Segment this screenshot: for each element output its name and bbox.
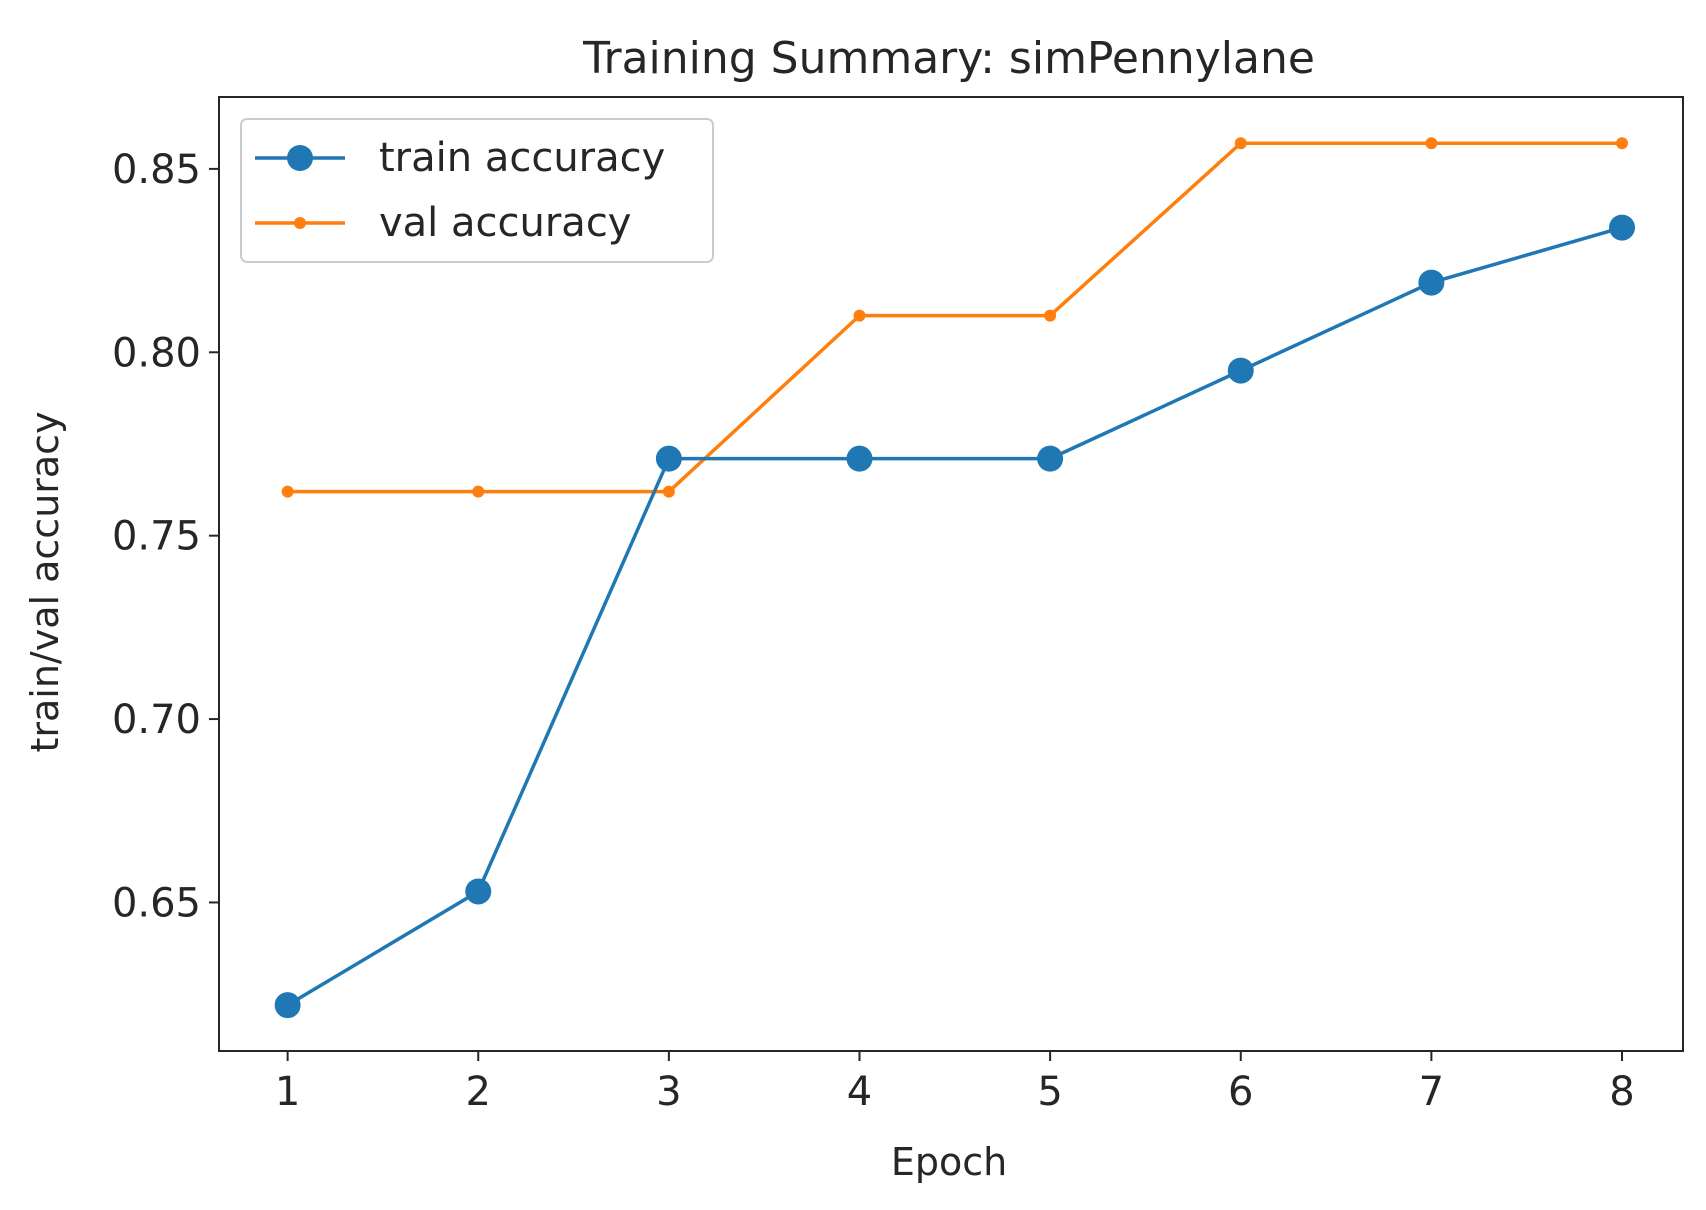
x-tick-label: 6 <box>1228 1069 1253 1115</box>
y-axis-label: train/val accuracy <box>23 411 67 752</box>
legend-marker-val-accuracy <box>294 217 306 229</box>
y-axis: 0.65 0.70 0.75 0.80 0.85 <box>112 147 219 926</box>
x-tick-label: 3 <box>656 1069 681 1115</box>
series-layer <box>274 137 1635 1019</box>
x-axis: 1 2 3 4 5 6 7 8 <box>275 1051 1635 1115</box>
x-tick-label: 8 <box>1609 1069 1634 1115</box>
legend-label-train-accuracy: train accuracy <box>379 135 665 181</box>
data-point-val-accuracy <box>1616 137 1628 150</box>
series-line-val-accuracy <box>285 141 1624 494</box>
data-point-train-accuracy <box>1609 214 1635 241</box>
y-tick-label: 0.75 <box>112 514 201 560</box>
legend-marker-train-accuracy <box>287 145 313 171</box>
data-point-train-accuracy <box>846 445 873 472</box>
legend-box <box>240 118 714 263</box>
x-axis-label: Epoch <box>891 1140 1007 1184</box>
plot-area-frame <box>218 96 1684 1052</box>
data-point-val-accuracy <box>1234 137 1247 150</box>
y-tick-label: 0.70 <box>112 697 201 743</box>
data-point-val-accuracy <box>472 485 485 498</box>
data-point-val-accuracy <box>853 309 866 322</box>
x-tick-label: 2 <box>466 1069 491 1115</box>
y-tick-label: 0.85 <box>112 147 201 193</box>
x-tick-label: 7 <box>1419 1069 1444 1115</box>
x-tick-label: 5 <box>1037 1069 1062 1115</box>
data-point-val-accuracy <box>1044 309 1057 322</box>
x-tick-label: 4 <box>847 1069 872 1115</box>
data-point-train-accuracy <box>1037 445 1064 472</box>
chart-title: Training Summary: simPennylane <box>582 33 1315 84</box>
data-point-train-accuracy <box>274 992 301 1019</box>
y-tick-label: 0.80 <box>112 330 201 376</box>
series-line-train-accuracy <box>285 225 1624 1007</box>
data-point-train-accuracy <box>655 445 682 472</box>
data-point-val-accuracy <box>662 485 675 498</box>
series-val-accuracy <box>281 137 1628 498</box>
data-point-val-accuracy <box>1425 137 1438 150</box>
legend: train accuracy val accuracy <box>240 118 714 263</box>
series-train-accuracy <box>274 214 1635 1019</box>
y-tick-label: 0.65 <box>112 880 201 926</box>
data-point-train-accuracy <box>1418 269 1445 296</box>
data-point-train-accuracy <box>1227 357 1254 384</box>
data-point-train-accuracy <box>465 878 492 905</box>
x-tick-label: 1 <box>275 1069 300 1115</box>
data-point-val-accuracy <box>281 485 294 498</box>
legend-label-val-accuracy: val accuracy <box>379 200 631 246</box>
